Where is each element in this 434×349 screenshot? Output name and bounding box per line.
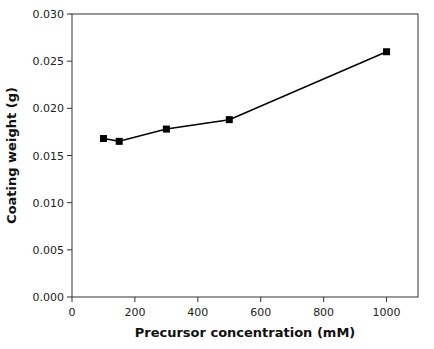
x-tick-label: 0 [69, 306, 76, 319]
x-tick [72, 297, 73, 302]
x-tick [197, 297, 198, 302]
y-tick [67, 155, 72, 156]
x-tick-label: 200 [124, 306, 145, 319]
x-tick-label: 600 [250, 306, 271, 319]
x-axis-label: Precursor concentration (mM) [135, 325, 356, 340]
x-tick-label: 800 [313, 306, 334, 319]
x-tick-label: 400 [187, 306, 208, 319]
marker [116, 138, 123, 145]
y-tick [67, 249, 72, 250]
y-axis-label: Coating weight (g) [4, 87, 19, 224]
y-tick [67, 14, 72, 15]
marker [100, 135, 107, 142]
y-tick-label: 0.030 [33, 8, 65, 21]
y-tick [67, 297, 72, 298]
y-tick [67, 202, 72, 203]
plot-frame [72, 14, 418, 297]
x-tick [386, 297, 387, 302]
y-tick-label: 0.015 [33, 150, 65, 163]
y-tick-label: 0.005 [33, 244, 65, 257]
y-tick [67, 108, 72, 109]
plot-area [100, 48, 390, 145]
y-tick-label: 0.020 [33, 102, 65, 115]
chart: 0 200 400 600 800 1000 0.000 0.005 0.010 0.015 0.0… [0, 0, 434, 349]
marker [383, 48, 390, 55]
y-tick [67, 61, 72, 62]
line [103, 52, 386, 142]
x-tick [134, 297, 135, 302]
marker [226, 116, 233, 123]
x-tick [260, 297, 261, 302]
marker [163, 126, 170, 133]
x-tick [323, 297, 324, 302]
y-tick-label: 0.000 [33, 291, 65, 304]
y-tick-label: 0.025 [33, 55, 65, 68]
y-tick-label: 0.010 [33, 197, 65, 210]
x-tick-label: 1000 [373, 306, 401, 319]
